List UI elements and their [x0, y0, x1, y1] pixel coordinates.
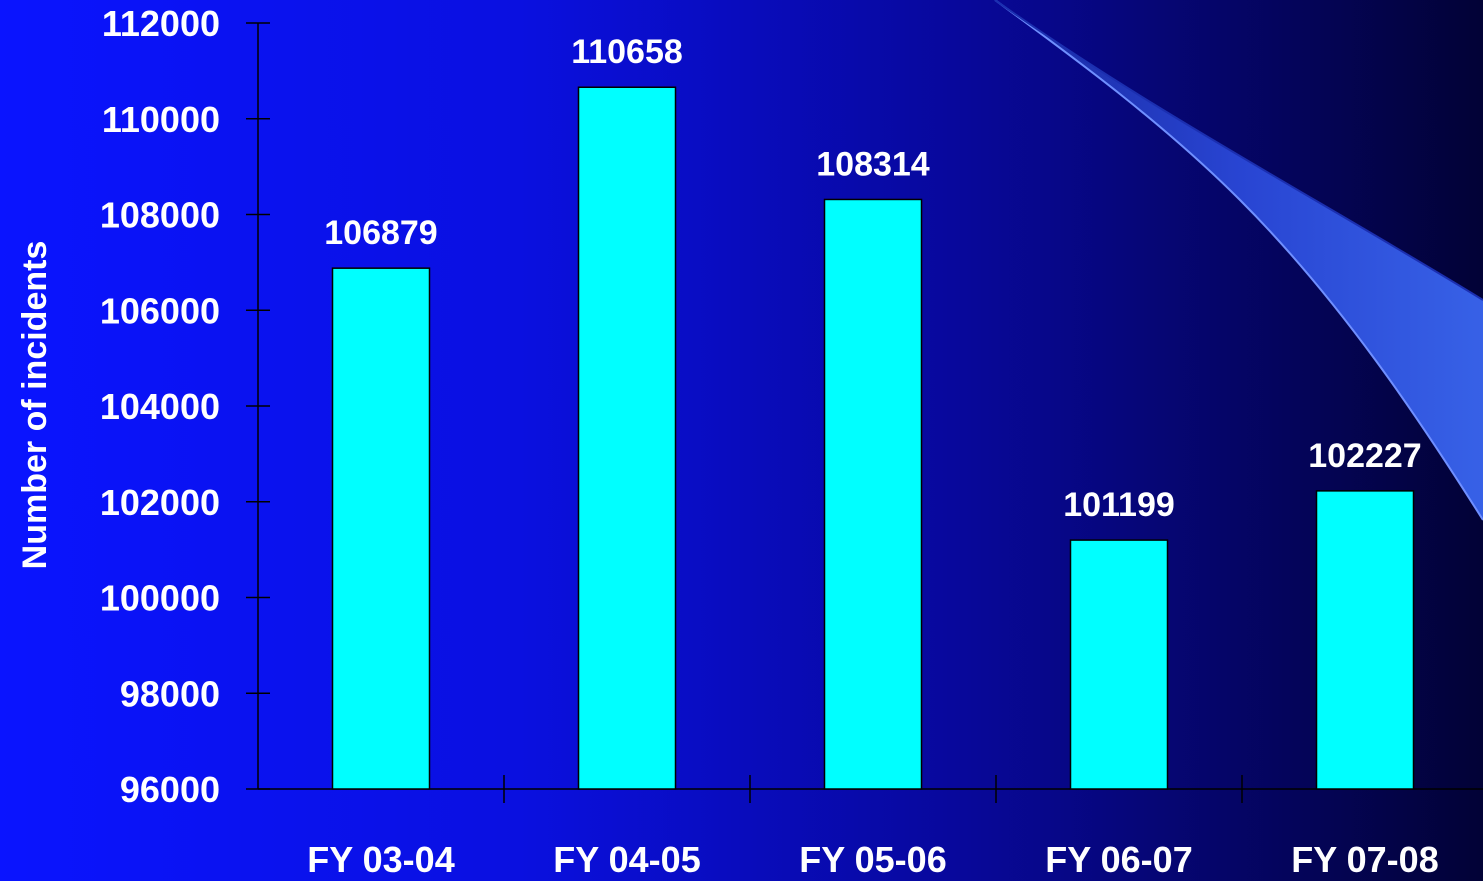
y-tick-label: 112000 — [102, 3, 220, 44]
decorative-swoosh — [994, 0, 1483, 521]
data-label: 102227 — [1308, 437, 1421, 475]
category-label: FY 05-06 — [799, 839, 946, 880]
category-label: FY 04-05 — [553, 839, 700, 880]
category-label: FY 06-07 — [1045, 839, 1192, 880]
bar-5 — [1315, 490, 1415, 790]
y-tick-label: 110000 — [102, 99, 220, 140]
bar-3 — [823, 198, 923, 790]
y-axis-title: Number of incidents — [16, 241, 54, 570]
bar-1 — [331, 267, 431, 790]
data-label: 110658 — [571, 33, 683, 71]
y-tick-label: 100000 — [100, 578, 220, 619]
y-tick-label: 108000 — [100, 195, 220, 236]
data-label: 108314 — [816, 145, 930, 183]
labels: 96000 98000 100000 102000 104000 106000 108000… — [100, 3, 1439, 880]
category-label: FY 03-04 — [307, 839, 454, 880]
category-label: FY 07-08 — [1291, 839, 1438, 880]
bar-4 — [1069, 539, 1169, 790]
y-tick-label: 104000 — [100, 386, 220, 427]
y-tick-label: 106000 — [100, 290, 220, 331]
y-tick-label: 96000 — [120, 769, 220, 810]
data-label: 101199 — [1063, 486, 1175, 524]
y-tick-label: 98000 — [120, 673, 220, 714]
bar-2 — [577, 86, 677, 790]
bars — [331, 86, 1415, 790]
y-tick-label: 102000 — [100, 482, 220, 523]
data-label: 106879 — [324, 214, 437, 252]
